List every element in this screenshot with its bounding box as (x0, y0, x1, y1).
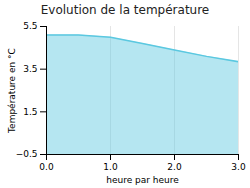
svg-text:0.0: 0.0 (39, 162, 54, 172)
svg-text:3.5: 3.5 (23, 64, 37, 74)
svg-text:3.0: 3.0 (231, 162, 246, 172)
svg-text:1.5: 1.5 (23, 107, 37, 117)
html-text:Evolution de la température: Evolution de la température (40, 3, 210, 17)
svg-text:heure par heure: heure par heure (106, 175, 179, 185)
svg-text:5.5: 5.5 (23, 21, 37, 31)
svg-text:Température en °C: Température en °C (7, 48, 17, 134)
svg-text:−0.5: −0.5 (16, 149, 38, 159)
svg-text:2.0: 2.0 (167, 162, 182, 172)
svg-text:1.0: 1.0 (103, 162, 118, 172)
